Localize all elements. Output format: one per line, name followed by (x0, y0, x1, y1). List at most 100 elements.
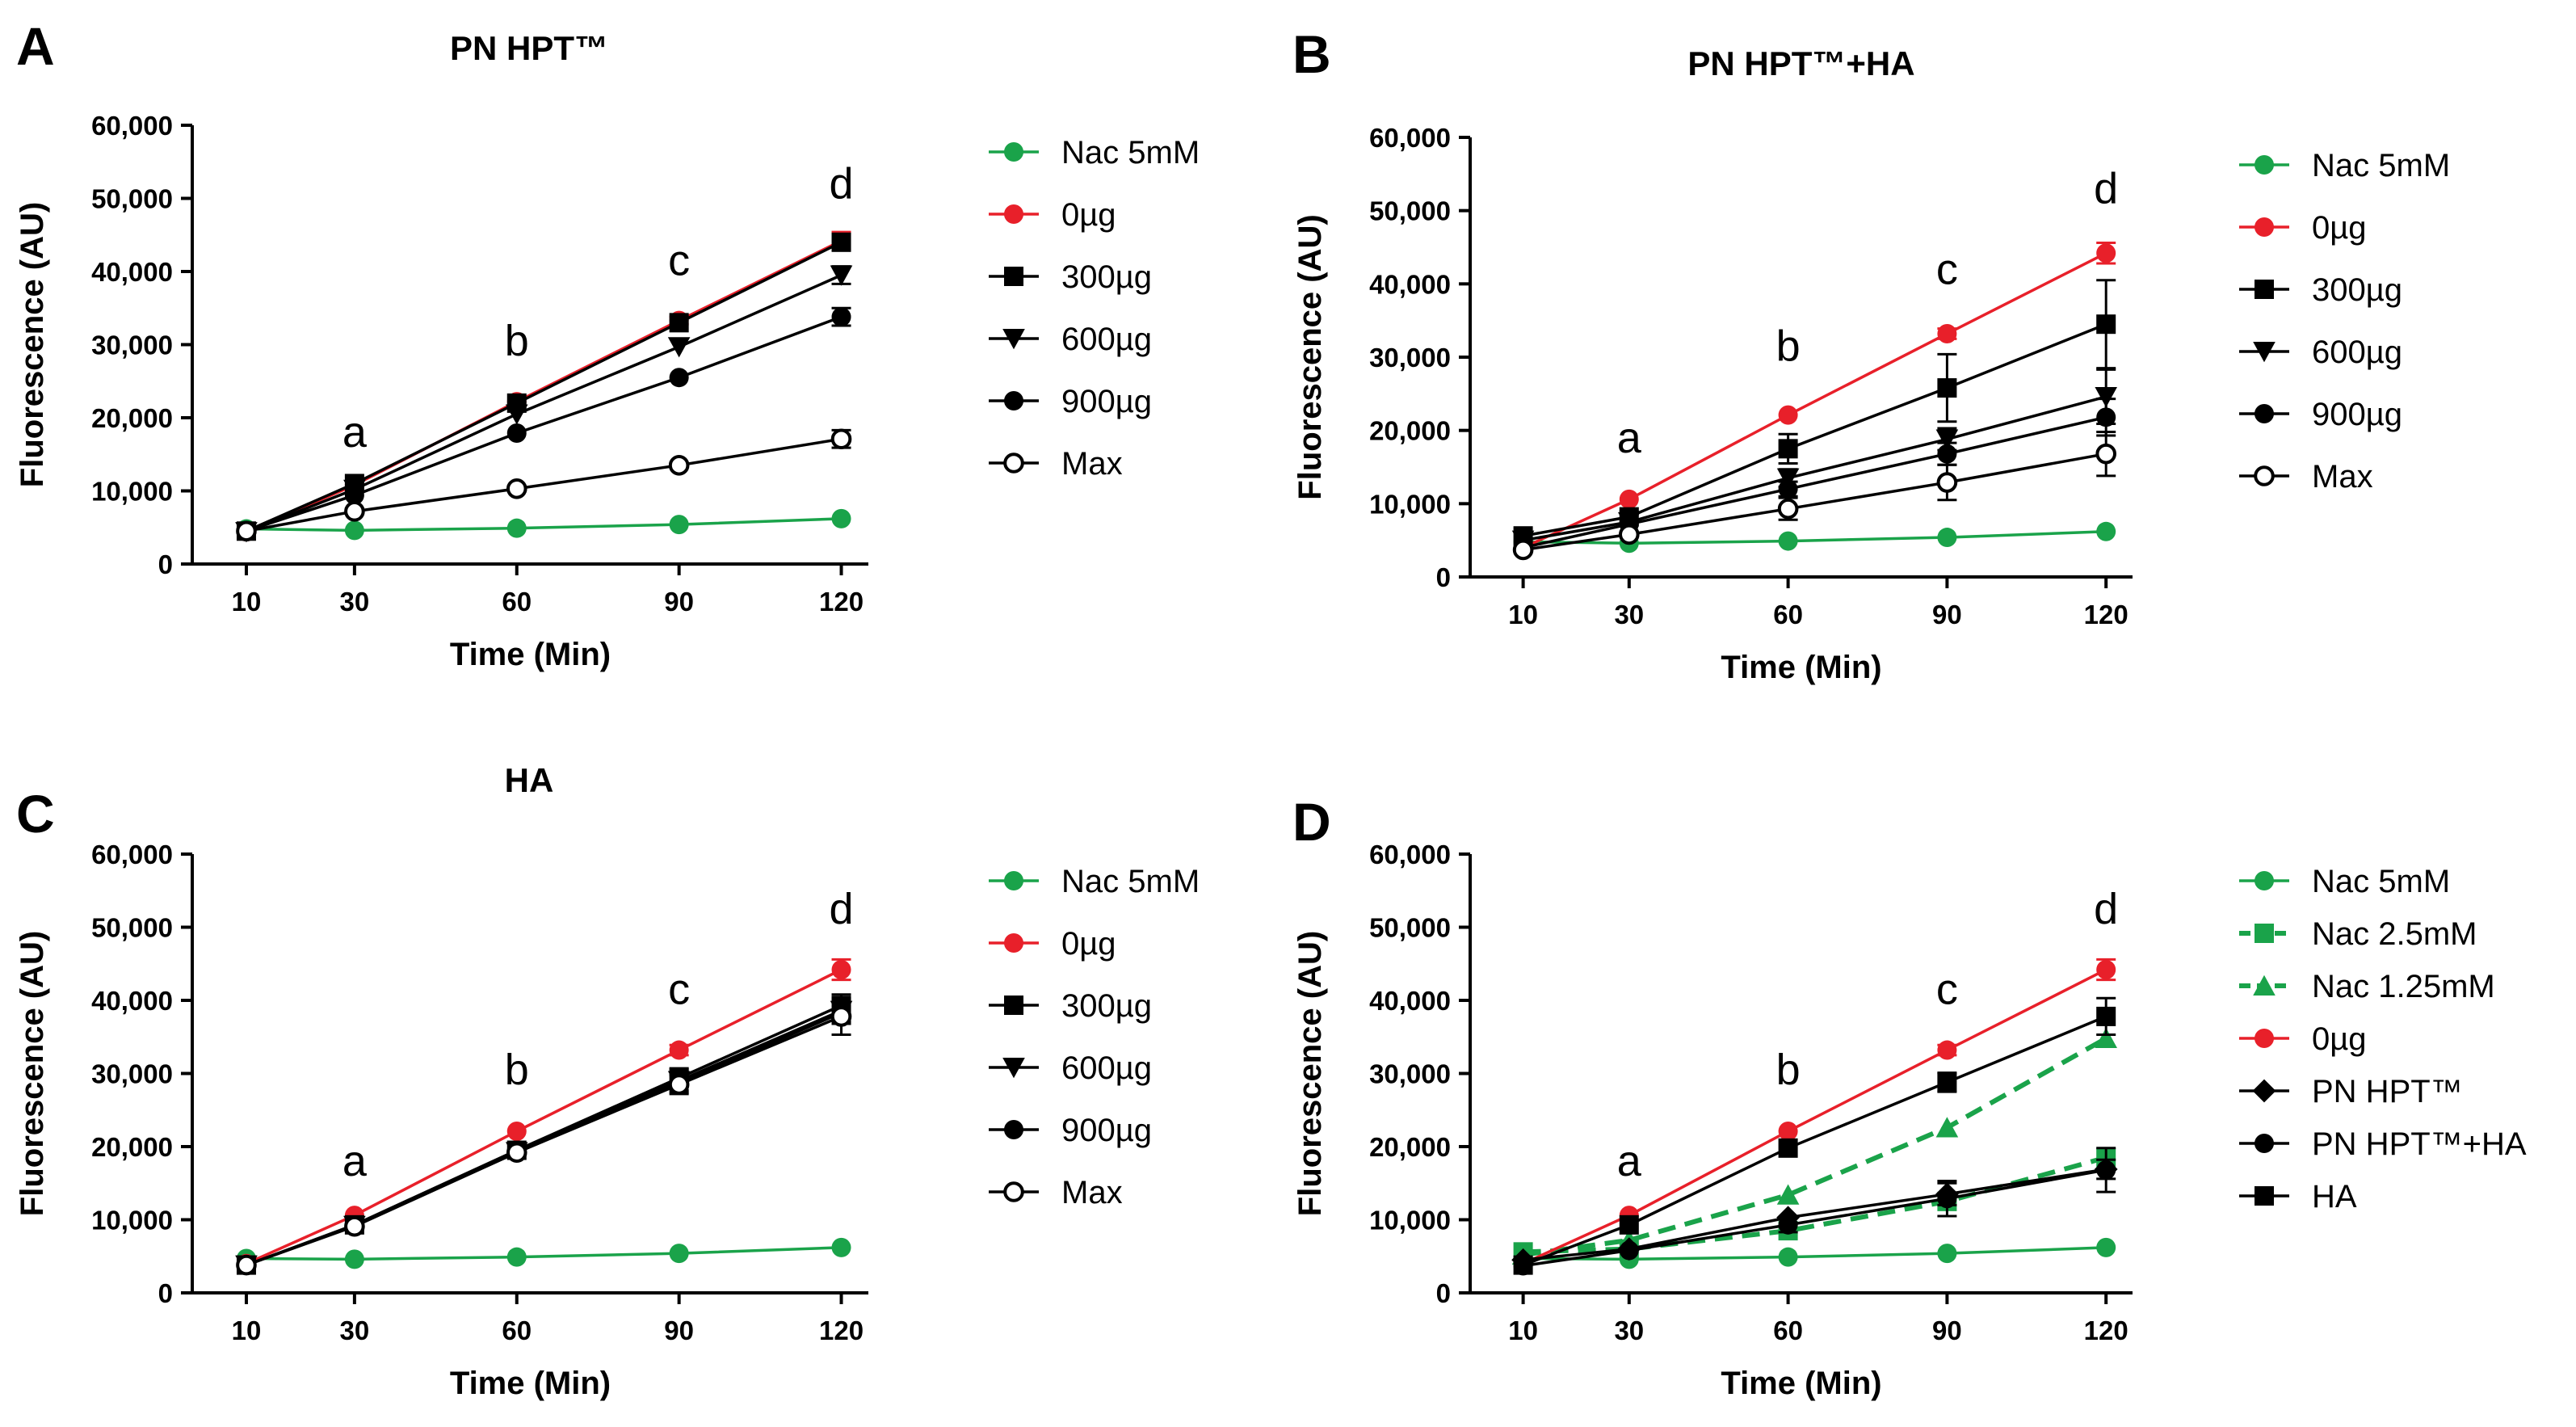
data-point (2096, 243, 2116, 263)
legend-label: 600µg (2312, 335, 2402, 370)
x-tick-label: 90 (1932, 600, 1962, 629)
legend-label: Max (2312, 459, 2373, 495)
data-point (236, 520, 257, 542)
panel-title: PN HPT™+HA (1687, 44, 1914, 82)
annotation-label: c (668, 966, 690, 1014)
legend-label: Nac 2.5mM (2312, 916, 2477, 952)
data-point (1937, 1072, 1957, 1092)
y-tick-label: 60,000 (91, 111, 173, 141)
x-tick-label: 30 (340, 587, 370, 617)
data-point (344, 501, 365, 522)
legend-marker (1004, 933, 1023, 953)
y-tick-label: 30,000 (1369, 343, 1451, 373)
y-tick-label: 0 (158, 549, 173, 579)
data-point (1778, 531, 1798, 551)
data-point (344, 520, 364, 541)
data-point (1937, 378, 1957, 398)
legend-marker (1002, 329, 1025, 350)
series-line (1523, 1155, 2107, 1255)
legend-label: 600µg (1061, 322, 1152, 357)
panel-b: B PN HPT™+HA 0 10,000 20,000 30,000 40,000 50,0… (1292, 24, 2450, 685)
annotation-label: d (829, 160, 853, 208)
legend-marker (2255, 924, 2274, 943)
legend-label: PN HPT™+HA (2312, 1126, 2527, 1162)
data-point (506, 518, 527, 538)
data-point (506, 1247, 527, 1267)
series-300-g (236, 993, 851, 1275)
y-axis-title: Fluorescence (AU) (1292, 214, 1328, 499)
data-point (2095, 1027, 2117, 1049)
legend-label: Nac 5mM (1061, 864, 1200, 899)
legend: Nac 5mM 0µg 300µg 600µg 900µg Max (2239, 148, 2450, 495)
x-axis-title: Time (Min) (1721, 1366, 1881, 1401)
x-tick-label: 60 (502, 587, 532, 617)
annotation-label: a (1617, 1137, 1642, 1185)
legend-label: 300µg (2312, 272, 2402, 308)
data-point (506, 478, 527, 499)
legend-marker (2254, 465, 2275, 486)
x-axis-title: Time (Min) (450, 1366, 611, 1401)
y-tick-label: 60,000 (91, 840, 173, 869)
series-max (1512, 430, 2116, 561)
data-point (831, 232, 851, 252)
legend-marker (2255, 1134, 2274, 1153)
legend-marker (1003, 1181, 1024, 1202)
data-point (1776, 468, 1800, 489)
x-tick-label: 10 (1508, 1315, 1538, 1345)
data-point (1937, 1244, 1957, 1264)
legend-marker (2255, 871, 2274, 890)
annotation-label: a (342, 408, 368, 457)
x-tick-label: 120 (2084, 1315, 2128, 1345)
series-line (246, 517, 842, 532)
legend-marker (1004, 871, 1023, 890)
legend-label: 900µg (1061, 1113, 1152, 1148)
y-tick-label: 50,000 (91, 184, 173, 214)
legend-label: 0µg (2312, 210, 2367, 246)
legend-label: Nac 5mM (2312, 864, 2450, 899)
data-point (506, 1142, 527, 1164)
data-point (344, 1215, 365, 1237)
legend: Nac 5mM 0µg 300µg 600µg 900µg Max (989, 864, 1200, 1210)
series-line (1522, 1015, 2107, 1267)
series-line (246, 437, 842, 532)
x-tick-label: 10 (232, 587, 262, 617)
annotation-label: b (505, 317, 529, 365)
data-point (830, 428, 852, 450)
annotation-label: b (1776, 322, 1801, 371)
legend-label: Nac 5mM (2312, 148, 2450, 183)
legend-label: 300µg (1061, 988, 1152, 1024)
annotation-label: a (1617, 414, 1642, 462)
data-point (1937, 1189, 1957, 1209)
data-point (1937, 528, 1957, 548)
y-tick-label: 0 (1436, 562, 1451, 592)
annotation-label: c (668, 237, 690, 285)
panel-title: PN HPT™ (450, 29, 608, 67)
x-tick-label: 90 (664, 587, 694, 617)
legend-label: 900µg (1061, 384, 1152, 419)
data-point (831, 959, 851, 979)
data-point (1778, 1247, 1798, 1267)
legend-marker (1004, 1120, 1023, 1139)
data-point (1778, 439, 1798, 459)
series-max (236, 428, 852, 542)
legend-marker (2255, 1186, 2274, 1206)
legend-marker (2255, 155, 2274, 175)
series-600-g (1511, 368, 2117, 551)
panel-title: HA (505, 761, 554, 799)
series-nac-2-5mm (1513, 1147, 2116, 1262)
data-point (830, 265, 853, 286)
series-line (1523, 1036, 2107, 1257)
legend-marker (1004, 391, 1023, 410)
annotation-label: b (505, 1046, 529, 1094)
legend-label: Nac 5mM (1061, 135, 1200, 170)
data-point (2096, 314, 2116, 335)
y-tick-label: 60,000 (1369, 840, 1451, 869)
data-point (1778, 405, 1798, 425)
y-tick-label: 0 (158, 1278, 173, 1308)
legend-marker (1004, 204, 1023, 224)
legend-marker (1004, 267, 1023, 286)
data-point (506, 1121, 527, 1141)
annotation-label: d (2094, 885, 2118, 933)
x-tick-label: 90 (1932, 1315, 1962, 1345)
x-tick-label: 90 (664, 1315, 694, 1345)
